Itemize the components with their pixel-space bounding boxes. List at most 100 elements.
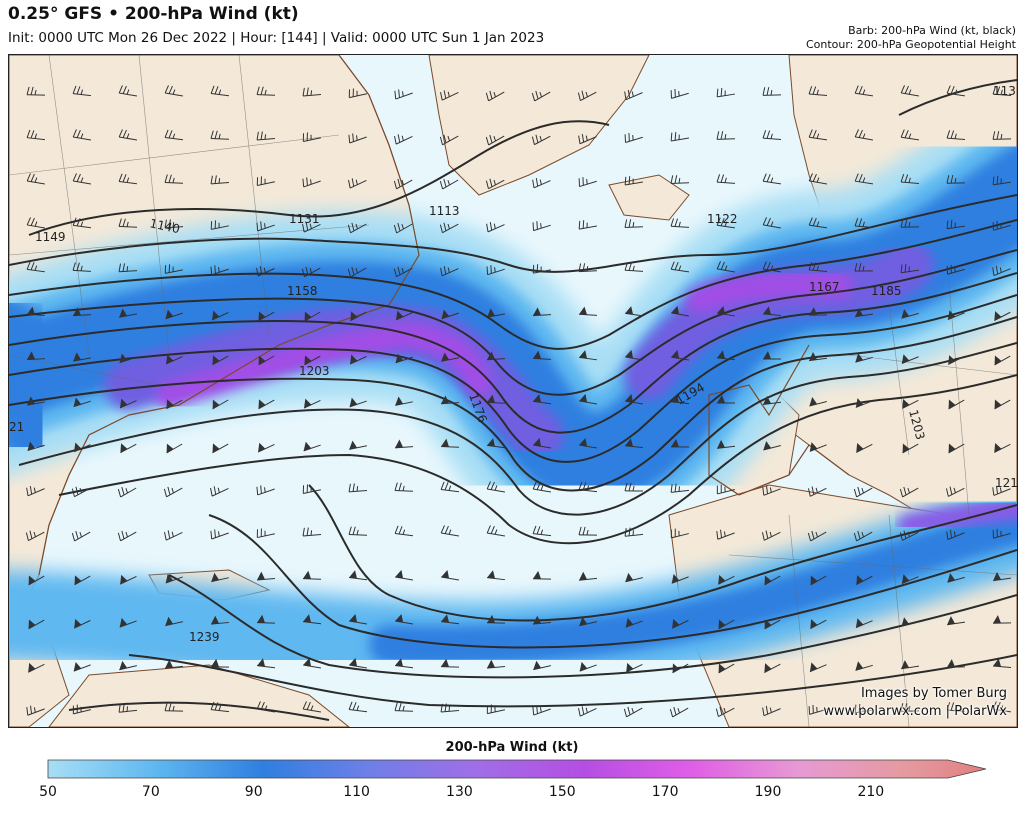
wind-barb [349, 440, 367, 450]
wind-barb [946, 264, 965, 275]
wind-barb [212, 443, 229, 454]
contour-line [28, 120, 610, 236]
contour-label: 1122 [707, 212, 738, 226]
wind-barb [992, 615, 1012, 624]
wind-barb [164, 530, 183, 541]
wind-barbs [25, 85, 1012, 718]
wind-barb [165, 309, 183, 320]
wind-barb [440, 90, 459, 101]
colorbar-tick-label: 150 [548, 784, 576, 800]
wind-barb [165, 659, 184, 669]
wind-barb [487, 659, 506, 669]
contour-line [18, 342, 1017, 516]
wind-barb [486, 704, 505, 715]
wind-barb [348, 701, 368, 713]
wind-barb [901, 660, 920, 670]
wind-barb [532, 481, 552, 493]
contour-label: 113 [993, 84, 1016, 98]
wind-barb [119, 353, 137, 364]
wind-barb [440, 438, 460, 448]
wind-barb [718, 574, 735, 585]
wind-barb [717, 350, 736, 361]
wind-barb [579, 571, 598, 581]
wind-barb [717, 306, 736, 317]
wind-barb [395, 396, 413, 406]
wind-barb [994, 443, 1011, 453]
wind-barb [348, 178, 367, 189]
colorbar-tick-label: 110 [343, 784, 370, 800]
wind-barb [165, 616, 183, 627]
wind-barb [349, 613, 367, 625]
wind-barb [532, 525, 552, 537]
wind-barb [393, 178, 413, 190]
wind-barb [347, 222, 367, 234]
wind-barb [808, 129, 828, 141]
contour-line [898, 79, 1017, 116]
wind-barb [992, 485, 1011, 496]
wind-barb [302, 222, 321, 233]
wind-barb [393, 266, 413, 278]
wind-barb [210, 265, 229, 276]
wind-barb [210, 175, 230, 185]
wind-barb [533, 660, 551, 671]
barb-legend-label: Barb: 200-hPa Wind (kt, black) [848, 24, 1016, 37]
wind-barb [394, 482, 414, 492]
wind-barb [625, 306, 644, 317]
wind-barb [164, 174, 184, 184]
wind-barb [395, 658, 414, 669]
wind-barb [302, 177, 321, 188]
contour-label: 1149 [35, 230, 66, 244]
coastline-europe [708, 344, 850, 496]
wind-barb [487, 570, 506, 581]
wind-barb [808, 307, 828, 316]
wind-barb [670, 528, 689, 539]
wind-barb [853, 486, 873, 498]
wind-barb [994, 399, 1011, 410]
wind-barb [349, 570, 368, 581]
wind-barb [71, 530, 91, 542]
wind-barb [350, 311, 367, 322]
wind-barb [303, 441, 321, 452]
wind-barb [256, 614, 276, 624]
wind-barb [992, 131, 1012, 140]
wind-barb [718, 619, 735, 630]
wind-barb [165, 354, 183, 365]
wind-barb [993, 572, 1012, 582]
wind-barb [670, 218, 690, 228]
wind-barb [992, 528, 1011, 539]
wind-barb [302, 87, 322, 97]
wind-barb [624, 527, 644, 537]
wind-barb [900, 85, 919, 97]
contour-label: 1239 [189, 630, 220, 644]
wind-barb [578, 306, 598, 316]
wind-barb [992, 220, 1011, 231]
wind-barb [120, 443, 137, 454]
wind-barb [301, 266, 321, 278]
wind-barb [810, 619, 827, 629]
wind-barb [716, 529, 735, 540]
wind-barb [579, 350, 598, 361]
land-greenland [428, 55, 650, 196]
wind-barb [808, 173, 827, 185]
wind-barb [624, 89, 643, 101]
wind-barb [623, 706, 643, 718]
wind-barb [119, 574, 137, 585]
wind-barb [348, 483, 368, 493]
wind-barb [809, 442, 827, 452]
wind-barb [763, 395, 782, 405]
wind-barb [258, 399, 275, 410]
wind-barb [531, 90, 551, 102]
wind-barb [532, 264, 551, 274]
wind-barb [26, 261, 46, 273]
wind-barb [73, 618, 91, 629]
wind-barb [440, 703, 460, 713]
wind-barb [439, 134, 459, 146]
contour-legend-label: Contour: 200-hPa Geopotential Height [805, 38, 1016, 51]
contour-line [168, 574, 1017, 679]
wind-barb [164, 702, 184, 712]
wind-barb [533, 615, 552, 625]
wind-barb [348, 88, 367, 99]
wind-barb [394, 525, 414, 537]
wind-barb [579, 437, 598, 449]
wind-barb [256, 221, 275, 232]
